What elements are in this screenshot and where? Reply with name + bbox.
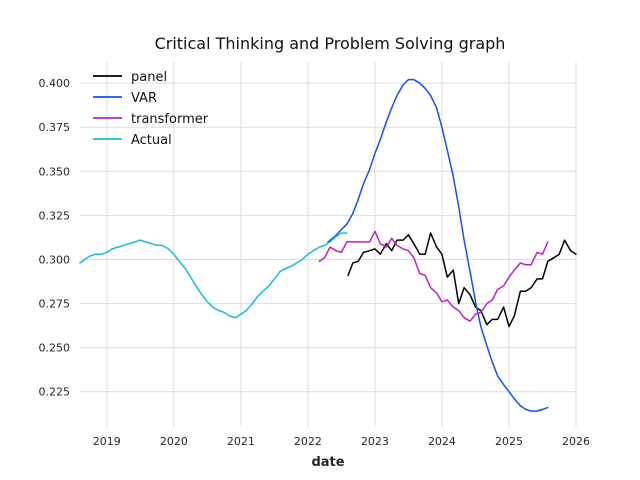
- x-tick-label: 2025: [495, 435, 523, 448]
- x-tick-label: 2023: [361, 435, 389, 448]
- series-line-transformer: [318, 230, 549, 322]
- x-tick-label: 2026: [562, 435, 590, 448]
- y-tick-label: 0.225: [39, 386, 71, 399]
- y-tick-label: 0.300: [39, 253, 71, 266]
- legend-label-var: VAR: [131, 91, 157, 106]
- legend-label-actual: Actual: [131, 133, 172, 148]
- grid: [80, 62, 577, 427]
- series-lines: [79, 78, 577, 412]
- y-tick-label: 0.325: [39, 209, 71, 222]
- y-tick-label: 0.400: [39, 77, 71, 90]
- series-line-panel: [347, 232, 577, 328]
- y-tick-label: 0.350: [39, 165, 71, 178]
- y-tick-label: 0.375: [39, 121, 71, 134]
- y-axis-ticks: 0.225 0.250 0.275 0.300 0.325 0.350 0.375 0.400: [39, 77, 71, 399]
- y-tick-label: 0.275: [39, 298, 71, 311]
- chart-title: Critical Thinking and Problem Solving gr…: [155, 34, 506, 53]
- x-tick-label: 2021: [227, 435, 255, 448]
- x-tick-label: 2022: [294, 435, 322, 448]
- series-line-actual: [79, 232, 348, 319]
- x-axis-label: date: [311, 455, 344, 470]
- x-axis-ticks: 2019 2020 2021 2022 2023 2024 2025 2026: [93, 435, 590, 448]
- x-tick-label: 2020: [160, 435, 188, 448]
- y-tick-label: 0.250: [39, 342, 71, 355]
- x-tick-label: 2019: [93, 435, 121, 448]
- x-tick-label: 2024: [428, 435, 456, 448]
- legend-label-transformer: transformer: [131, 112, 209, 127]
- legend-label-panel: panel: [131, 70, 167, 85]
- legend: panel VAR transformer Actual: [93, 70, 209, 148]
- series-line-var: [327, 78, 549, 412]
